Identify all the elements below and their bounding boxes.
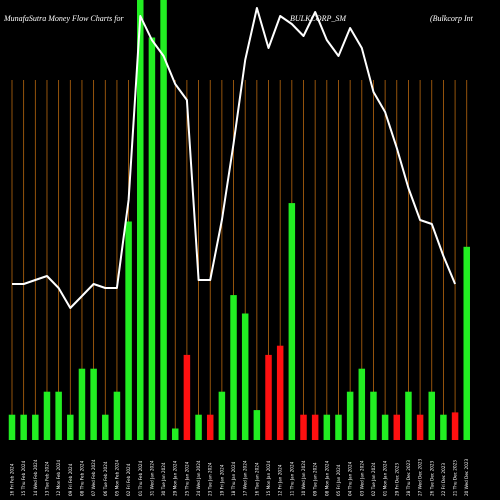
volume-bar <box>55 391 62 440</box>
volume-bar <box>20 414 27 440</box>
x-tick-label: 08 Mon Jan 2024 <box>324 460 329 496</box>
x-tick-label: 07 Wed Feb 2024 <box>91 459 96 496</box>
volume-bar <box>241 313 249 440</box>
chart-symbol: BULKCORP_SM <box>290 14 347 23</box>
volume-bar <box>218 391 226 440</box>
volume-bar <box>300 414 307 440</box>
x-tick-label: 30 Tue Jan 2024 <box>161 462 166 496</box>
x-tick-label: 29 Fri Dec 2023 <box>394 463 399 496</box>
volume-bar <box>137 0 144 440</box>
volume-bar <box>125 221 132 440</box>
x-tick-label: 01 Mon Jan 2024 <box>383 460 388 496</box>
volume-bar <box>67 414 74 440</box>
x-tick-label: 26 Tue Dec 2023 <box>429 460 434 496</box>
x-tick-label: 28 Thu Dec 2023 <box>406 460 411 496</box>
x-tick-label: 24 Wed Jan 2024 <box>196 460 201 496</box>
x-tick-label: 12 Fri Jan 2024 <box>278 464 283 496</box>
x-tick-label: 15 Thu Feb 2024 <box>21 460 26 496</box>
volume-bar <box>265 354 272 440</box>
volume-bar <box>195 414 202 440</box>
x-tick-label: 03 Wed Jan 2024 <box>359 460 364 496</box>
x-tick-label: 13 Tue Feb 2024 <box>44 461 49 496</box>
volume-bar <box>102 414 109 440</box>
x-tick-label: 23 Tue Jan 2024 <box>208 462 213 496</box>
x-tick-label: 10 Wed Jan 2024 <box>301 460 306 496</box>
volume-bar <box>463 246 470 440</box>
x-tick-label: 21 Thu Dec 2023 <box>453 460 458 496</box>
volume-bar <box>428 391 436 440</box>
x-tick-label: 20 Wed Dec 2023 <box>464 458 469 496</box>
x-tick-label: 16 Fri Feb 2024 <box>10 463 15 496</box>
volume-bar <box>405 391 412 440</box>
x-tick-label: 02 Fri Feb 2024 <box>126 463 131 496</box>
chart-title: MunafaSutra Money Flow Charts for <box>3 14 124 23</box>
x-tick-label: 05 Mon Feb 2024 <box>114 459 119 496</box>
volume-bar <box>393 414 401 440</box>
x-tick-label: 02 Tue Jan 2024 <box>371 462 376 496</box>
volume-bar <box>160 0 167 440</box>
x-tick-label: 29 Mon Jan 2024 <box>173 460 178 496</box>
x-tick-label: 08 Thu Feb 2024 <box>79 460 84 496</box>
volume-bar <box>276 345 284 440</box>
volume-bar <box>206 414 214 440</box>
x-tick-labels: 16 Fri Feb 2024 15 Thu Feb 2024 14 Wed Feb… <box>10 458 470 496</box>
volume-bar <box>381 414 389 440</box>
volume-bar <box>451 412 459 440</box>
x-tick-label: 12 Mon Feb 2024 <box>56 459 61 496</box>
volume-bar <box>148 37 156 440</box>
x-tick-label: 25 Thu Jan 2024 <box>184 461 189 496</box>
volume-bar <box>416 414 424 440</box>
x-tick-label: 17 Wed Jan 2024 <box>243 460 248 496</box>
x-tick-label: 06 Tue Feb 2024 <box>103 461 108 496</box>
x-tick-label: 18 Thu Jan 2024 <box>231 461 236 496</box>
volume-bar <box>183 354 191 440</box>
volume-bar <box>440 414 447 440</box>
x-tick-label: 09 Tue Jan 2024 <box>313 462 318 496</box>
volume-bar <box>113 391 121 440</box>
chart-company: (Bulkcorp Int <box>430 14 474 23</box>
volume-bar <box>32 414 39 440</box>
x-tick-label: 14 Wed Feb 2024 <box>33 459 38 496</box>
x-tick-label: 05 Fri Jan 2024 <box>336 464 341 496</box>
x-tick-label: 16 Tue Jan 2024 <box>254 462 259 496</box>
volume-bar <box>311 414 319 440</box>
x-tick-label: 31 Wed Jan 2024 <box>149 460 154 496</box>
volume-bars <box>8 0 470 440</box>
x-tick-label: 27 Wed Dec 2023 <box>418 458 423 496</box>
volume-bar <box>288 203 296 440</box>
x-tick-label: 01 Thu Feb 2024 <box>138 460 143 496</box>
x-tick-label: 19 Fri Jan 2024 <box>219 464 224 496</box>
volume-bar <box>230 295 237 440</box>
volume-bar <box>335 414 342 440</box>
volume-bar <box>358 368 366 440</box>
volume-bar <box>346 391 354 440</box>
volume-bar <box>90 368 97 440</box>
volume-bar <box>8 414 16 440</box>
volume-bar <box>78 368 86 440</box>
price-line-layer <box>12 7 457 309</box>
price-line <box>12 7 457 309</box>
x-tick-label: 09 Fri Feb 2024 <box>68 463 73 496</box>
x-tick-label: 22 Fri Dec 2023 <box>441 463 446 496</box>
volume-bar <box>171 428 179 440</box>
volume-bar <box>43 391 51 440</box>
volume-bar <box>370 391 377 440</box>
volume-bar <box>323 414 331 440</box>
x-tick-label: 15 Mon Jan 2024 <box>266 460 271 496</box>
volume-bar <box>253 410 261 440</box>
x-tick-label: 04 Thu Jan 2024 <box>348 461 353 496</box>
x-tick-label: 11 Thu Jan 2024 <box>289 461 294 496</box>
